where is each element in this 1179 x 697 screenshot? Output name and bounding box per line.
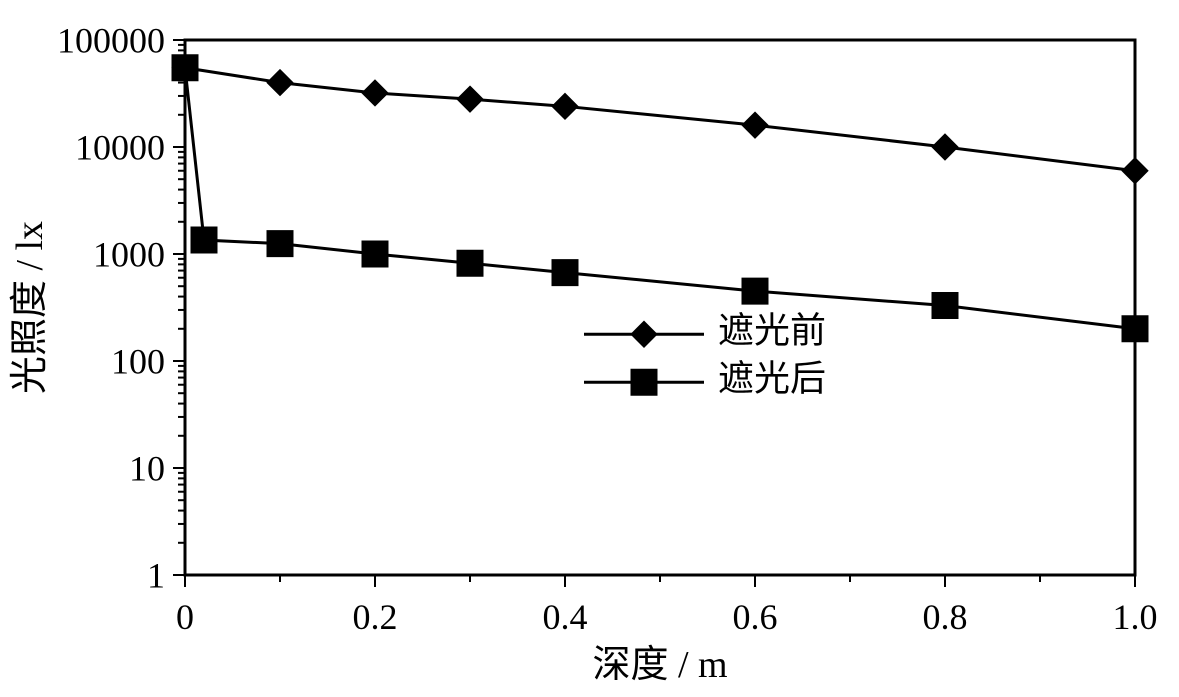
series-marker — [742, 278, 768, 304]
y-tick-label: 1 — [147, 556, 165, 596]
chart-background — [0, 0, 1179, 697]
y-axis-title: 光照度 / lx — [9, 221, 51, 394]
series-marker — [191, 227, 217, 253]
legend-item-label: 遮光前 — [718, 311, 826, 351]
series-marker — [362, 241, 388, 267]
y-tick-label: 10 — [129, 449, 165, 489]
series-marker — [267, 231, 293, 257]
x-axis-title: 深度 / m — [592, 644, 727, 686]
x-tick-label: 0.4 — [543, 597, 588, 637]
y-tick-label: 10000 — [75, 128, 165, 168]
legend-swatch-marker — [631, 369, 657, 395]
series-marker — [932, 293, 958, 319]
x-tick-label: 0 — [176, 597, 194, 637]
x-tick-label: 1.0 — [1113, 597, 1158, 637]
series-marker — [172, 55, 198, 81]
y-tick-label: 100000 — [57, 21, 165, 61]
series-marker — [457, 250, 483, 276]
y-tick-label: 1000 — [93, 235, 165, 275]
series-marker — [1122, 316, 1148, 342]
series-marker — [552, 260, 578, 286]
x-tick-label: 0.8 — [923, 597, 968, 637]
chart-container: 0 0.2 0.4 0.6 0.8 1.0 深度 / m 1 10 100 1000 10000 100… — [0, 0, 1179, 697]
illuminance-chart: 0 0.2 0.4 0.6 0.8 1.0 深度 / m 1 10 100 1000 10000 100… — [0, 0, 1179, 697]
y-tick-label: 100 — [111, 342, 165, 382]
legend-item-label: 遮光后 — [718, 359, 826, 399]
x-tick-label: 0.2 — [353, 597, 398, 637]
x-tick-label: 0.6 — [733, 597, 778, 637]
